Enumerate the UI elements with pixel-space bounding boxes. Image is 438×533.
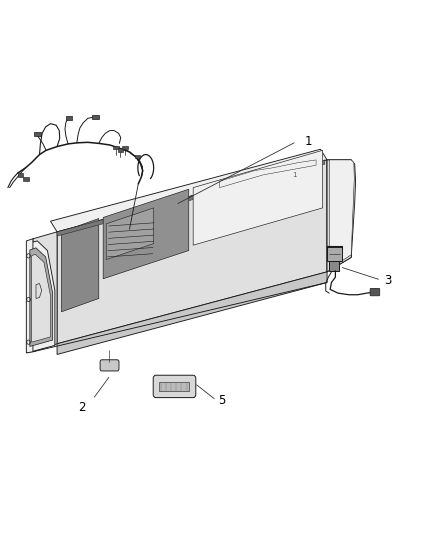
Polygon shape [57,272,326,354]
Polygon shape [328,160,353,269]
FancyBboxPatch shape [113,146,119,149]
Polygon shape [326,160,355,272]
Text: 1: 1 [304,135,312,148]
Polygon shape [57,160,326,344]
Polygon shape [30,248,53,346]
Polygon shape [326,160,350,272]
Polygon shape [50,149,326,232]
FancyBboxPatch shape [100,360,119,371]
FancyBboxPatch shape [369,288,379,296]
Polygon shape [32,254,50,342]
FancyBboxPatch shape [23,177,28,181]
Polygon shape [27,241,55,353]
Polygon shape [103,189,188,279]
Polygon shape [193,150,322,245]
FancyBboxPatch shape [135,155,140,158]
Text: 5: 5 [218,394,226,407]
Text: 2: 2 [78,401,85,414]
FancyBboxPatch shape [122,146,127,149]
Polygon shape [61,219,99,312]
FancyBboxPatch shape [117,148,123,152]
FancyBboxPatch shape [92,115,99,119]
FancyBboxPatch shape [34,132,41,136]
FancyBboxPatch shape [153,375,195,398]
FancyBboxPatch shape [327,247,341,261]
Polygon shape [106,208,153,260]
Text: 1: 1 [291,172,296,178]
FancyBboxPatch shape [328,261,339,271]
Polygon shape [26,239,33,353]
Polygon shape [57,160,324,236]
FancyBboxPatch shape [18,173,23,177]
FancyBboxPatch shape [66,116,72,120]
FancyBboxPatch shape [159,382,189,391]
Text: 3: 3 [383,274,391,287]
Polygon shape [33,232,57,352]
